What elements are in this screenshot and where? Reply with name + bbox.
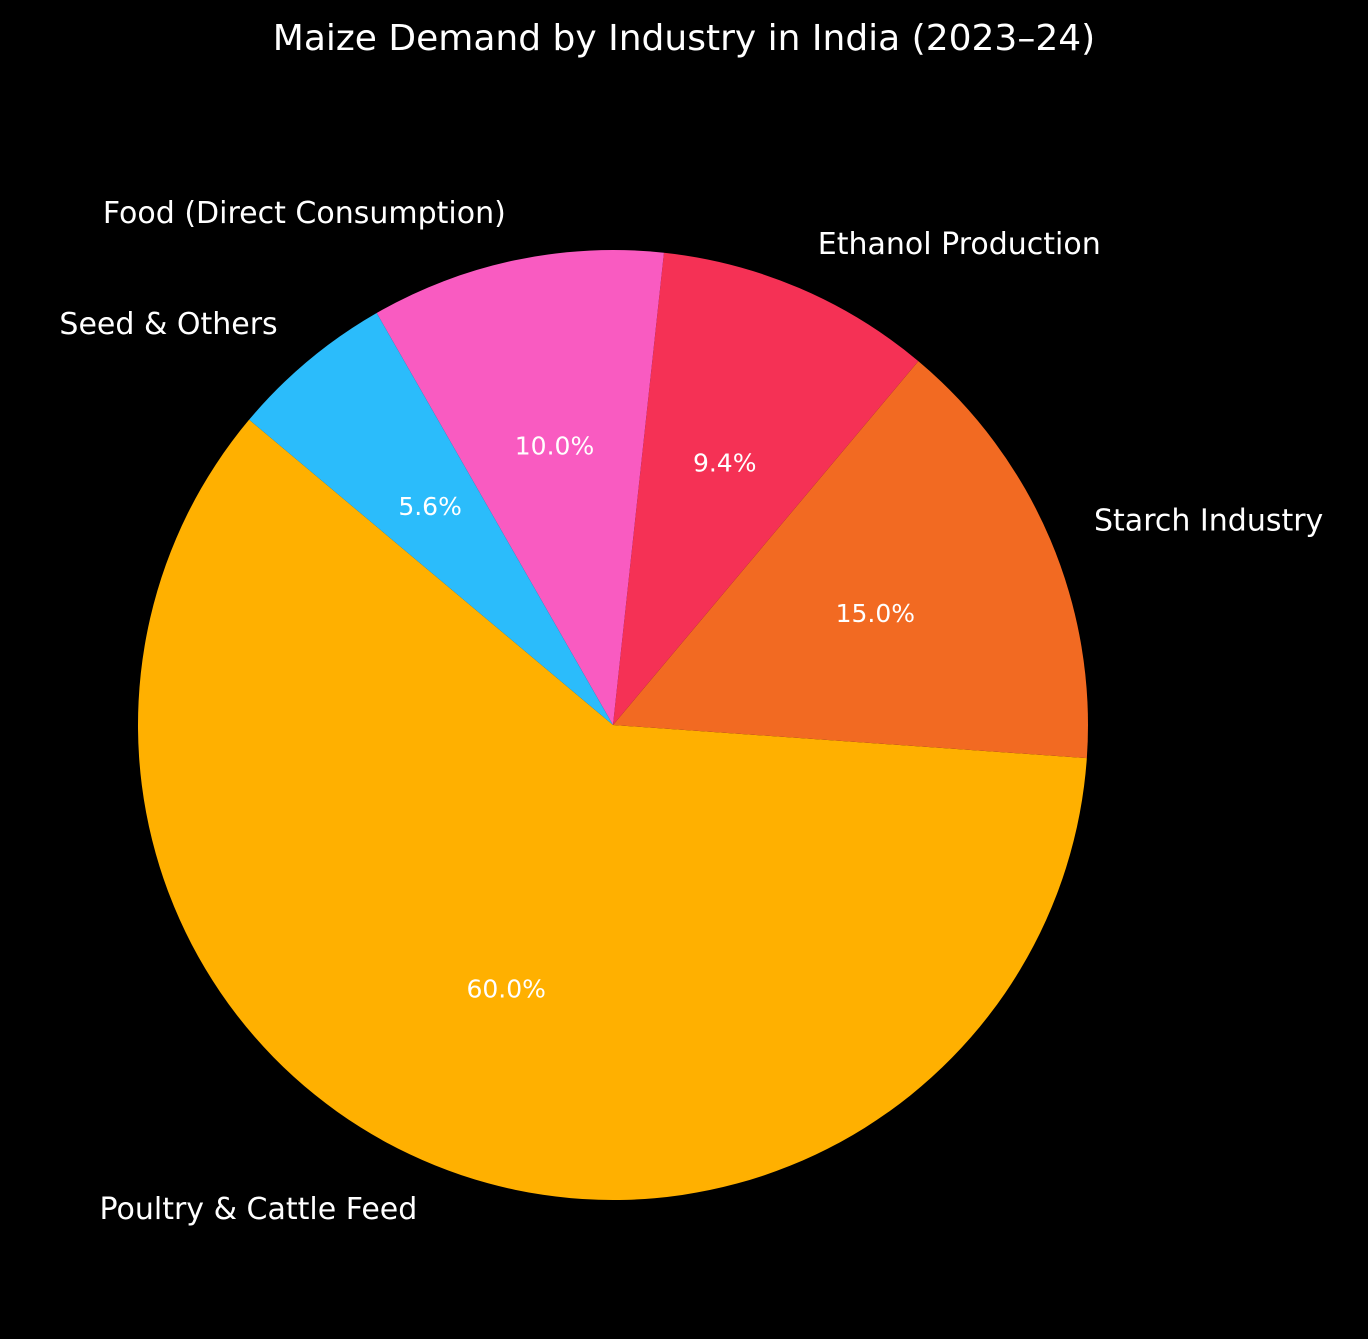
slice-label-seed-others: Seed & Others (59, 307, 277, 342)
pie-labels: Poultry & Cattle Feed 60.0% Starch Industr… (59, 196, 1323, 1227)
slice-label-food-direct-consumption: Food (Direct Consumption) (103, 196, 506, 231)
pie-slice-starch-industry (613, 361, 1088, 759)
pct-label-starch-industry: 15.0% (836, 599, 915, 628)
pie-slice-poultry-cattle-feed (137, 419, 1087, 1201)
pie-slice-food-direct-consumption (376, 249, 664, 725)
chart-title: Maize Demand by Industry in India (2023–… (273, 18, 1095, 59)
slice-label-poultry-cattle-feed: Poultry & Cattle Feed (99, 1192, 417, 1227)
pie-slices (137, 249, 1088, 1201)
slice-label-ethanol-production: Ethanol Production (818, 227, 1101, 262)
pct-label-food-direct-consumption: 10.0% (515, 432, 594, 461)
pie-slice-seed-others (249, 312, 613, 725)
pct-label-poultry-cattle-feed: 60.0% (466, 975, 545, 1004)
slice-label-starch-industry: Starch Industry (1094, 503, 1323, 538)
pct-label-ethanol-production: 9.4% (693, 448, 757, 477)
pct-label-seed-others: 5.6% (398, 492, 462, 521)
pie-slice-ethanol-production (613, 252, 919, 726)
